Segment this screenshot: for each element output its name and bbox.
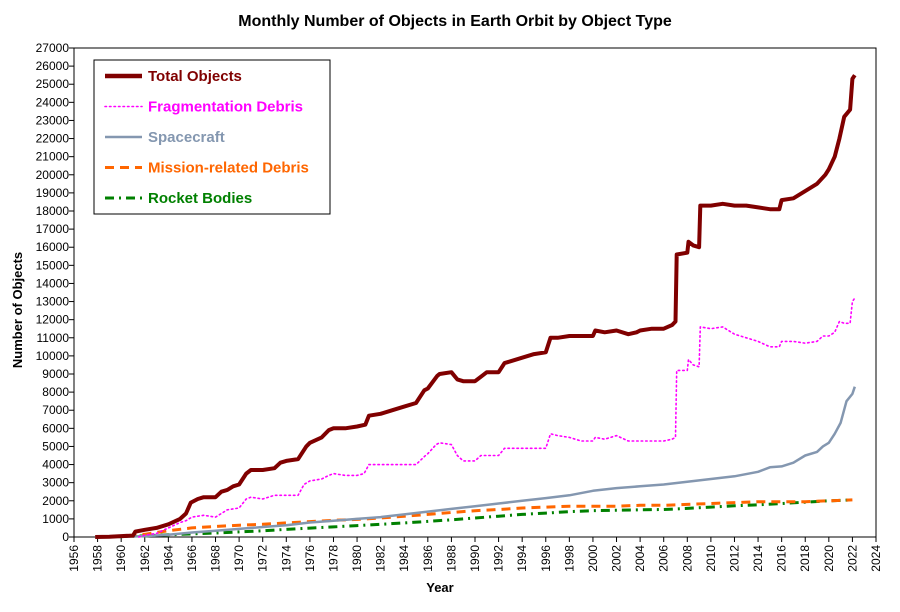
x-tick-label: 2014 (751, 545, 765, 572)
y-tick-label: 5000 (42, 439, 69, 453)
x-tick-label: 2006 (657, 545, 671, 572)
x-tick-label: 1968 (209, 545, 223, 572)
x-tick-label: 2016 (775, 545, 789, 572)
y-tick-label: 18000 (36, 204, 70, 218)
legend-label: Spacecraft (148, 129, 225, 146)
y-tick-label: 10000 (36, 349, 70, 363)
x-tick-label: 1956 (67, 545, 81, 572)
x-tick-label: 1972 (256, 545, 270, 572)
plot-area: 0 1000 2000 3000 4000 5000 6000 7000 8000 9000 100… (36, 41, 883, 572)
y-tick-label: 26000 (36, 59, 70, 73)
series-line-spacecraft (95, 386, 856, 539)
x-axis-title: Year (426, 580, 453, 595)
x-tick-label: 2020 (822, 545, 836, 572)
y-tick-label: 22000 (36, 132, 70, 146)
y-tick-label: 20000 (36, 168, 70, 182)
x-tick-label: 1960 (114, 545, 128, 572)
x-tick-label: 1976 (303, 545, 317, 572)
series-line-total-objects (95, 74, 857, 539)
x-tick-label: 1992 (492, 545, 506, 572)
y-tick-label: 2000 (42, 494, 69, 508)
x-tick-label: 1990 (468, 545, 482, 572)
x-tick-label: 2000 (586, 545, 600, 572)
x-tick-label: 1998 (562, 545, 576, 572)
y-tick-label: 1000 (42, 512, 69, 526)
y-tick-label: 3000 (42, 476, 69, 490)
x-tick-label: 1996 (539, 545, 553, 572)
y-tick-label: 17000 (36, 222, 70, 236)
legend-label: Fragmentation Debris (148, 99, 303, 116)
y-tick-label: 8000 (42, 385, 69, 399)
x-tick-label: 1982 (374, 545, 388, 572)
x-tick-label: 1988 (444, 545, 458, 572)
series-line-fragmentation-debris (138, 297, 856, 538)
y-tick-label: 11000 (37, 331, 70, 345)
y-tick-label: 9000 (42, 367, 69, 381)
y-tick-label: 19000 (36, 186, 70, 200)
legend-label: Rocket Bodies (148, 190, 252, 207)
x-tick-label: 1994 (515, 545, 529, 572)
y-tick-label: 13000 (36, 295, 70, 309)
x-tick-label: 1984 (397, 545, 411, 572)
y-tick-label: 25000 (36, 77, 70, 91)
y-tick-label: 24000 (36, 95, 70, 109)
series-line-mission-related-debris (97, 498, 853, 539)
x-tick-label: 2022 (845, 545, 859, 572)
x-tick-label: 1974 (279, 545, 293, 572)
y-tick-label: 14000 (36, 276, 70, 290)
y-tick-label: 27000 (36, 41, 70, 55)
x-tick-label: 2010 (704, 545, 718, 572)
x-tick-label: 2012 (727, 545, 741, 572)
x-tick-label: 1966 (185, 545, 199, 572)
x-tick-label: 2002 (610, 545, 624, 572)
x-tick-label: 1964 (161, 545, 175, 572)
y-axis-title: Number of Objects (10, 252, 25, 368)
x-tick-label: 1970 (232, 545, 246, 572)
y-tick-label: 6000 (42, 421, 69, 435)
x-tick-label: 1986 (421, 545, 435, 572)
x-tick-label: 1980 (350, 545, 364, 572)
y-tick-label: 16000 (36, 240, 70, 254)
y-tick-label: 23000 (36, 113, 70, 127)
x-tick-label: 2008 (680, 545, 694, 572)
y-tick-label: 7000 (42, 403, 69, 417)
x-tick-label: 1962 (138, 545, 152, 572)
legend: Total Objects Fragmentation Debris Spacecr… (93, 59, 331, 215)
x-tick-label: 1958 (91, 545, 105, 572)
x-tick-label: 1978 (326, 545, 340, 572)
x-tick-label: 2018 (798, 545, 812, 572)
y-tick-label: 12000 (36, 313, 70, 327)
x-tick-label: 2004 (633, 545, 647, 572)
chart-title: Monthly Number of Objects in Earth Orbit… (238, 13, 672, 30)
y-tick-label: 0 (62, 530, 69, 544)
y-tick-label: 15000 (36, 258, 70, 272)
y-tick-label: 4000 (42, 458, 69, 472)
y-tick-label: 21000 (36, 150, 70, 164)
x-tick-label: 2024 (869, 545, 883, 572)
legend-label: Mission-related Debris (148, 160, 309, 177)
legend-label: Total Objects (148, 68, 242, 85)
